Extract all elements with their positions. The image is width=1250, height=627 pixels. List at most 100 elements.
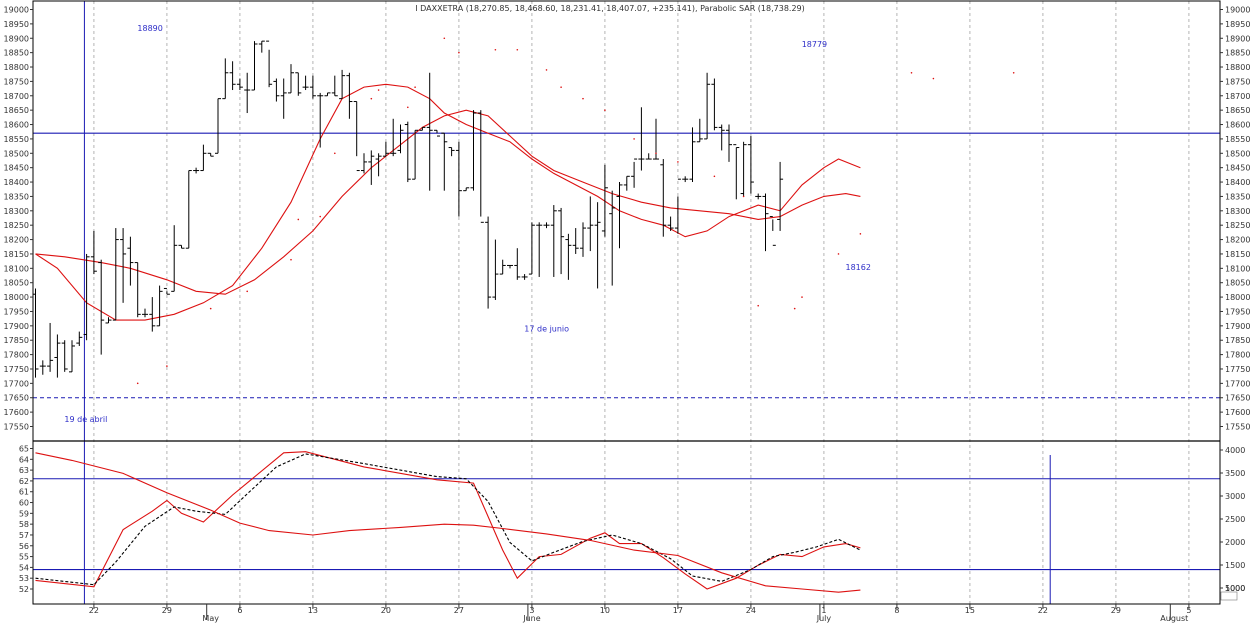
y-tick-label-left: 18150 bbox=[4, 250, 29, 259]
ohlc-bar bbox=[266, 40, 273, 88]
ohlc-bar bbox=[434, 129, 440, 137]
volume-tick-label: 5000 bbox=[1225, 584, 1245, 593]
ohlc-bar bbox=[550, 205, 557, 277]
ohlc-bar bbox=[302, 75, 309, 91]
ohlc-bar bbox=[623, 175, 630, 191]
ohlc-bar bbox=[76, 331, 83, 346]
y-tick-label-left: 18600 bbox=[4, 121, 29, 130]
ohlc-bar bbox=[295, 72, 302, 96]
oscillator-tick-label: 53 bbox=[19, 574, 29, 583]
y-tick-label-left: 17800 bbox=[4, 351, 29, 360]
y-tick-label-left: 17850 bbox=[4, 336, 29, 345]
oscillator-tick-label: 63 bbox=[19, 466, 29, 475]
ohlc-bar bbox=[397, 124, 404, 154]
annotation-high-18779: 18779 bbox=[802, 40, 827, 49]
sar-point bbox=[377, 89, 380, 91]
ohlc-bar bbox=[193, 167, 200, 174]
ohlc-bar bbox=[580, 222, 586, 257]
volume-tick-label: 2500 bbox=[1225, 515, 1245, 524]
x-tick-label: 13 bbox=[308, 606, 318, 615]
ohlc-bar bbox=[178, 244, 185, 249]
y-tick-label-right: 18550 bbox=[1225, 135, 1250, 144]
ohlc-bar bbox=[726, 124, 732, 162]
ohlc-bar bbox=[565, 233, 572, 280]
ohlc-bar bbox=[777, 161, 784, 231]
y-tick-label-left: 18750 bbox=[4, 77, 29, 86]
y-tick-label-right: 18650 bbox=[1225, 106, 1250, 115]
y-tick-label-right: 18750 bbox=[1225, 77, 1250, 86]
y-tick-label-left: 18800 bbox=[4, 63, 29, 72]
ohlc-bar bbox=[61, 340, 68, 372]
y-tick-label-right: 18350 bbox=[1225, 192, 1250, 201]
ohlc-bar bbox=[229, 61, 236, 91]
sar-point bbox=[677, 161, 679, 163]
sar-point bbox=[582, 97, 584, 100]
y-tick-label-left: 17700 bbox=[4, 379, 29, 388]
ohlc-bar bbox=[112, 228, 119, 321]
y-tick-label-left: 17900 bbox=[4, 322, 29, 331]
ohlc-bar bbox=[54, 334, 61, 378]
ohlc-bar bbox=[696, 118, 703, 143]
oscillator-tick-label: 62 bbox=[19, 477, 29, 486]
sar-point bbox=[290, 258, 292, 261]
y-tick-label-right: 18600 bbox=[1225, 121, 1250, 130]
sar-point bbox=[545, 69, 548, 71]
oscillator-tick-label: 65 bbox=[19, 445, 29, 454]
y-tick-label-left: 18550 bbox=[4, 135, 29, 144]
y-tick-label-right: 17800 bbox=[1225, 351, 1250, 360]
ohlc-bar bbox=[83, 253, 90, 341]
chart-title: I DAXXETRA (18,270.85, 18,468.60, 18,231… bbox=[415, 4, 805, 13]
ohlc-bar bbox=[477, 110, 484, 223]
ohlc-bar bbox=[653, 118, 659, 160]
sar-point bbox=[414, 86, 416, 88]
ohlc-bar bbox=[733, 144, 740, 200]
sar-point bbox=[1012, 71, 1015, 74]
volume-tick-label: 1000 bbox=[1225, 584, 1245, 593]
ohlc-bar bbox=[339, 69, 346, 100]
oscillator-tick-label: 54 bbox=[19, 563, 29, 572]
y-tick-label-right: 17650 bbox=[1225, 394, 1250, 403]
ohlc-bar bbox=[185, 170, 192, 249]
oscillator-tick-label: 52 bbox=[19, 585, 29, 594]
sar-point bbox=[209, 307, 212, 310]
y-tick-label-left: 18200 bbox=[4, 236, 29, 245]
ohlc-bar bbox=[353, 101, 360, 172]
y-tick-label-right: 18700 bbox=[1225, 92, 1250, 101]
plot-frame bbox=[32, 0, 1221, 605]
sar-point bbox=[655, 152, 657, 155]
y-tick-label-right: 18800 bbox=[1225, 63, 1250, 72]
ohlc-bar bbox=[127, 236, 134, 286]
ohlc-bar bbox=[69, 340, 75, 373]
oscillator-tick-label: 60 bbox=[19, 499, 29, 508]
y-tick-label-right: 17850 bbox=[1225, 336, 1250, 345]
y-tick-label-left: 17550 bbox=[4, 423, 29, 432]
y-tick-label-right: 18250 bbox=[1225, 221, 1250, 230]
ohlc-bar bbox=[258, 40, 265, 53]
x-tick-label: 3 bbox=[529, 606, 534, 615]
sar-point bbox=[246, 290, 248, 293]
ohlc-bar bbox=[594, 202, 601, 289]
ohlc-bar bbox=[207, 152, 214, 157]
y-tick-label-right: 17950 bbox=[1225, 307, 1250, 316]
sar-point bbox=[859, 233, 862, 235]
sar-point bbox=[516, 48, 519, 51]
ohlc-bar bbox=[660, 159, 667, 237]
y-tick-label-left: 18400 bbox=[4, 178, 29, 187]
ohlc-bar bbox=[470, 110, 477, 191]
oscillator-series-3 bbox=[35, 452, 861, 593]
ohlc-bar bbox=[156, 285, 163, 327]
ohlc-bar bbox=[149, 297, 156, 332]
oscillator-series-1 bbox=[35, 451, 861, 590]
y-tick-label-left: 18250 bbox=[4, 221, 29, 230]
volume-tick-label: 1500 bbox=[1225, 561, 1245, 570]
ohlc-bar bbox=[667, 216, 674, 231]
y-tick-label-left: 17650 bbox=[4, 394, 29, 403]
y-tick-label-right: 18000 bbox=[1225, 293, 1250, 302]
x-tick-label: 27 bbox=[454, 606, 464, 615]
ohlc-bar bbox=[631, 158, 638, 188]
sar-point bbox=[910, 71, 913, 74]
ohlc-bar bbox=[689, 127, 696, 183]
volume-tick-label: 3500 bbox=[1225, 469, 1245, 478]
ohlc-bar bbox=[762, 193, 769, 252]
